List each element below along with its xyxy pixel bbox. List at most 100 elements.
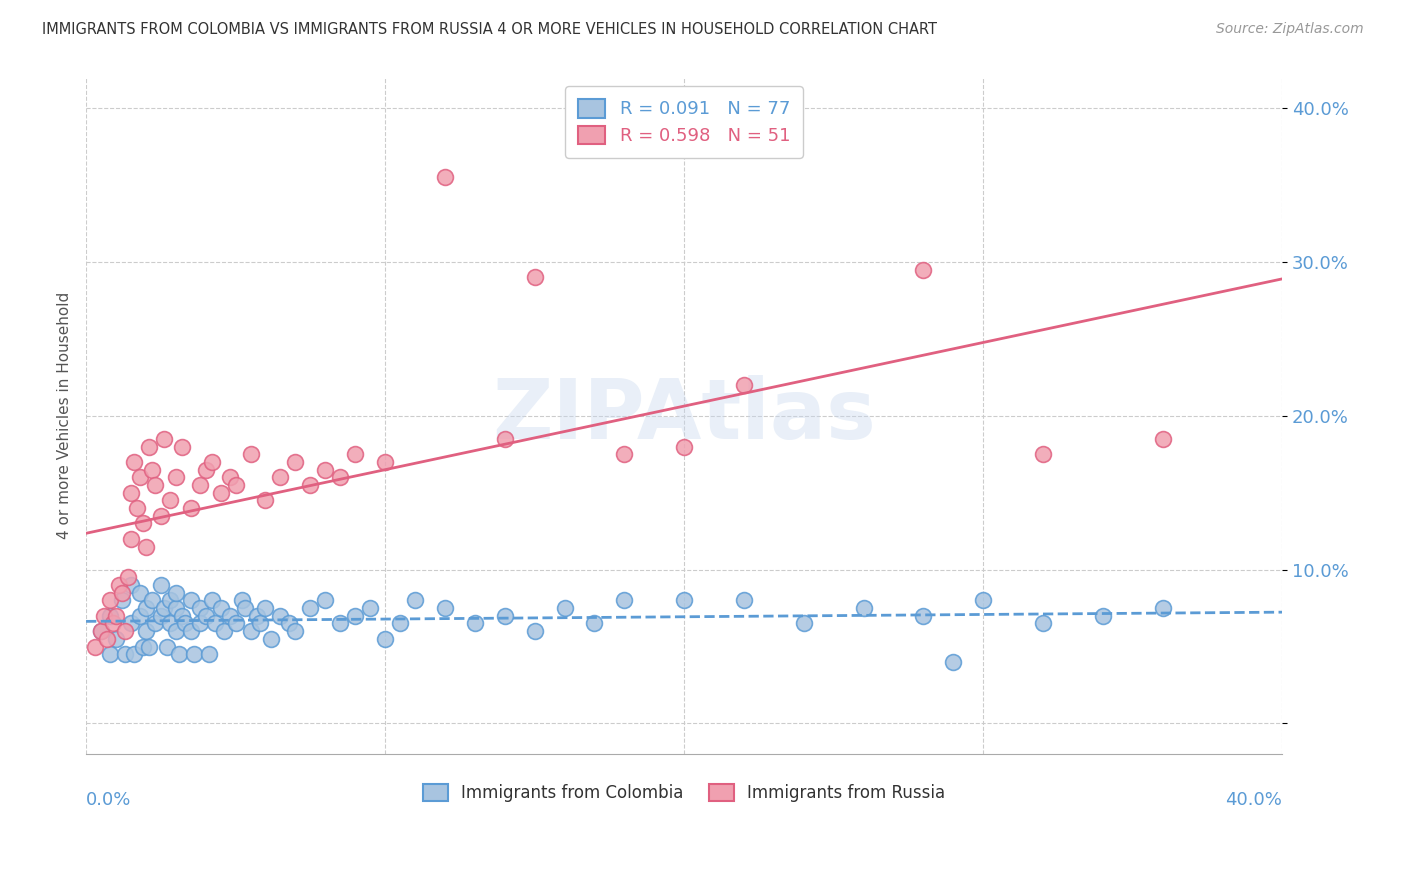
Point [613, 593, 636, 607]
Point [104, 632, 127, 646]
Point [793, 616, 815, 631]
Point [433, 601, 456, 615]
Point [204, 616, 226, 631]
Point [135, 624, 157, 639]
Point [269, 470, 291, 484]
Legend: Immigrants from Colombia, Immigrants from Russia: Immigrants from Colombia, Immigrants fro… [412, 772, 957, 814]
Point [153, 432, 176, 446]
Point [233, 601, 256, 615]
Point [942, 655, 965, 669]
Point [972, 593, 994, 607]
Point [284, 455, 307, 469]
Point [183, 647, 205, 661]
Point [912, 608, 935, 623]
Point [159, 493, 181, 508]
Point [149, 578, 172, 592]
Point [733, 593, 755, 607]
Point [159, 616, 181, 631]
Point [344, 608, 367, 623]
Point [1032, 447, 1054, 461]
Point [149, 508, 172, 523]
Point [104, 608, 127, 623]
Point [249, 616, 271, 631]
Point [143, 616, 166, 631]
Point [554, 601, 576, 615]
Point [120, 616, 142, 631]
Point [269, 608, 291, 623]
Point [165, 470, 187, 484]
Point [1091, 608, 1114, 623]
Point [284, 624, 307, 639]
Y-axis label: 4 or more Vehicles in Household: 4 or more Vehicles in Household [58, 293, 72, 540]
Text: IMMIGRANTS FROM COLOMBIA VS IMMIGRANTS FROM RUSSIA 4 OR MORE VEHICLES IN HOUSEHO: IMMIGRANTS FROM COLOMBIA VS IMMIGRANTS F… [42, 22, 938, 37]
Point [464, 616, 486, 631]
Point [117, 570, 139, 584]
Point [389, 616, 412, 631]
Point [188, 616, 211, 631]
Point [180, 624, 202, 639]
Point [613, 447, 636, 461]
Point [98, 593, 121, 607]
Point [374, 632, 396, 646]
Point [170, 608, 193, 623]
Point [125, 501, 148, 516]
Point [98, 608, 121, 623]
Point [188, 478, 211, 492]
Point [239, 447, 262, 461]
Point [218, 608, 240, 623]
Point [108, 578, 131, 592]
Point [120, 578, 142, 592]
Point [494, 432, 516, 446]
Point [153, 601, 176, 615]
Point [278, 616, 301, 631]
Point [359, 601, 381, 615]
Point [120, 485, 142, 500]
Point [165, 624, 187, 639]
Point [165, 585, 187, 599]
Point [209, 485, 232, 500]
Point [254, 601, 277, 615]
Point [201, 593, 224, 607]
Point [93, 608, 115, 623]
Point [135, 601, 157, 615]
Point [101, 616, 124, 631]
Point [156, 640, 179, 654]
Point [141, 593, 163, 607]
Point [128, 585, 150, 599]
Point [523, 624, 546, 639]
Point [523, 270, 546, 285]
Point [260, 632, 283, 646]
Point [225, 616, 247, 631]
Point [128, 608, 150, 623]
Point [344, 447, 367, 461]
Point [314, 593, 336, 607]
Point [852, 601, 875, 615]
Text: ZIPAtlas: ZIPAtlas [492, 376, 876, 457]
Point [122, 647, 145, 661]
Point [194, 608, 217, 623]
Point [188, 601, 211, 615]
Point [194, 463, 217, 477]
Point [98, 647, 121, 661]
Point [201, 455, 224, 469]
Point [180, 593, 202, 607]
Point [314, 463, 336, 477]
Point [128, 470, 150, 484]
Point [90, 624, 112, 639]
Point [1152, 601, 1174, 615]
Point [173, 616, 195, 631]
Point [132, 640, 155, 654]
Point [733, 378, 755, 392]
Point [239, 624, 262, 639]
Point [84, 640, 107, 654]
Point [143, 478, 166, 492]
Point [138, 640, 160, 654]
Text: 0.0%: 0.0% [86, 791, 131, 809]
Point [165, 601, 187, 615]
Point [329, 470, 352, 484]
Point [209, 601, 232, 615]
Point [149, 608, 172, 623]
Point [254, 493, 277, 508]
Point [494, 608, 516, 623]
Point [180, 501, 202, 516]
